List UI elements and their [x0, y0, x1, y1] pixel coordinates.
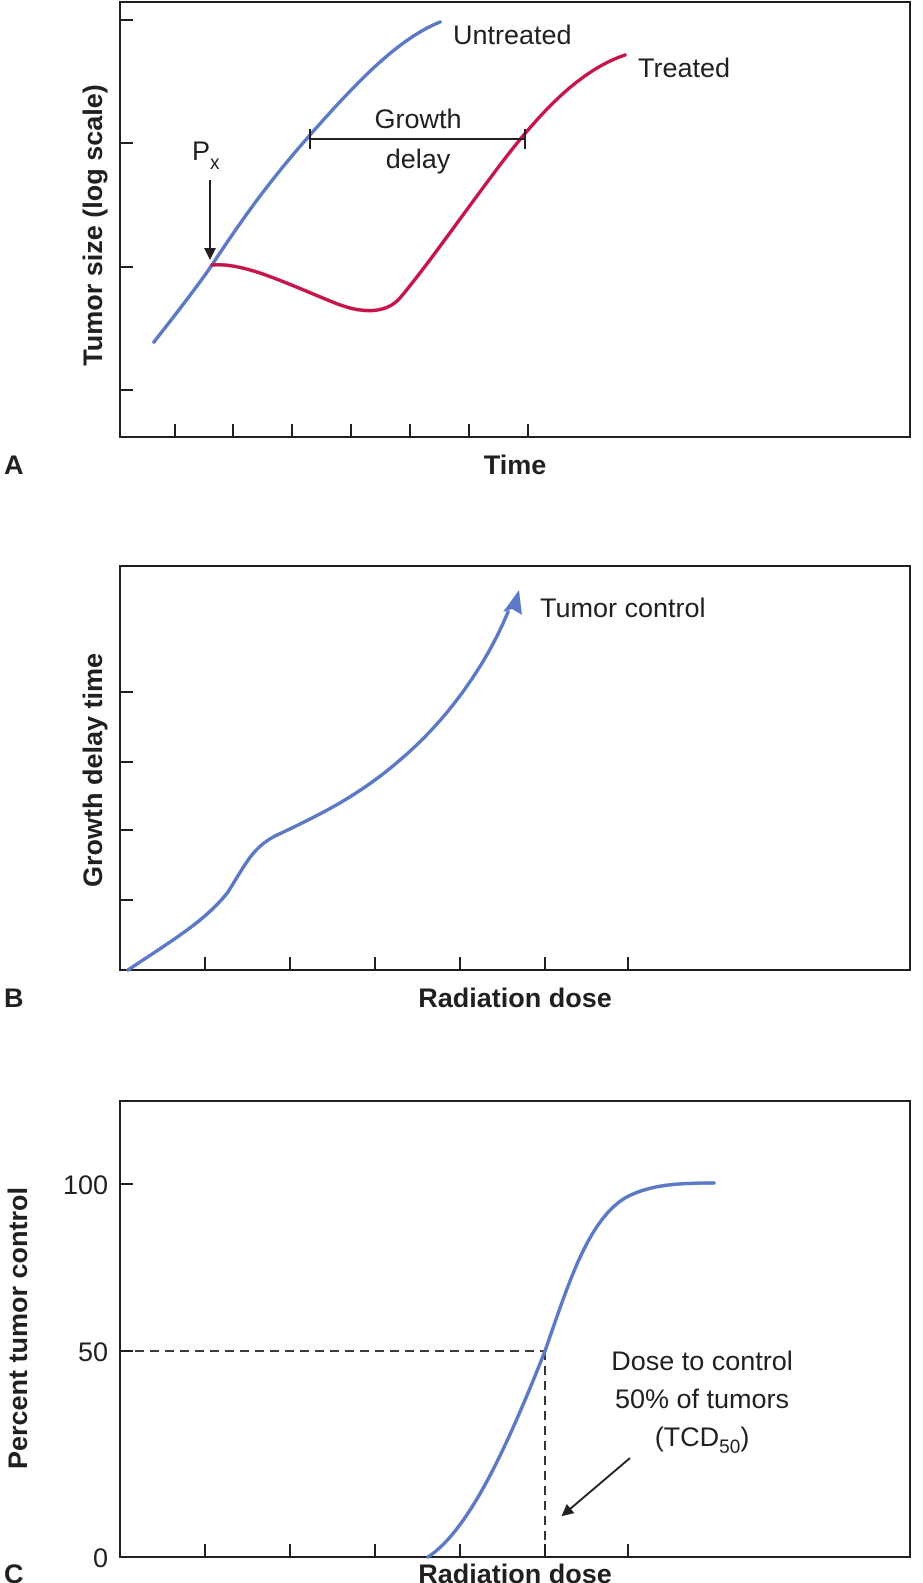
- growth-delay-label-1: Growth: [374, 104, 461, 134]
- panel-a-x-label: Time: [484, 450, 547, 480]
- tcd50-arrow: [563, 1458, 630, 1515]
- panel-b-y-label: Growth delay time: [78, 653, 108, 887]
- px-label: Px: [192, 136, 220, 174]
- panel-a-frame: [120, 2, 910, 437]
- figure: Px Growth delay Untreated Treated Time T…: [0, 0, 923, 1583]
- panel-b-letter: B: [4, 983, 24, 1013]
- panel-b: Tumor control Radiation dose Growth dela…: [4, 566, 910, 1013]
- panel-a-x-ticks: [175, 424, 528, 437]
- untreated-curve: [154, 22, 440, 342]
- growth-delay-label-2: delay: [386, 144, 451, 174]
- growth-delay-curve: [128, 612, 508, 970]
- tcd50-label-1: Dose to control: [611, 1346, 793, 1376]
- panel-c: 100 50 0 Dose to control 50% of tumors (…: [3, 1101, 910, 1583]
- y-tick-label-0: 0: [93, 1543, 108, 1573]
- panel-b-x-label: Radiation dose: [418, 983, 612, 1013]
- panel-a: Px Growth delay Untreated Treated Time T…: [4, 2, 910, 480]
- panel-c-x-ticks: [205, 1544, 628, 1557]
- panel-a-y-label: Tumor size (log scale): [78, 84, 108, 366]
- tcd50-label-3: (TCD50): [655, 1422, 750, 1458]
- panel-c-frame: [120, 1101, 910, 1557]
- y-tick-label-100: 100: [63, 1170, 108, 1200]
- tumor-control-label: Tumor control: [540, 593, 706, 623]
- panel-c-x-label: Radiation dose: [418, 1559, 612, 1583]
- treated-curve: [212, 55, 625, 311]
- y-tick-label-50: 50: [78, 1337, 108, 1367]
- panel-b-y-ticks: [120, 692, 133, 900]
- panel-c-y-label: Percent tumor control: [3, 1187, 33, 1469]
- panel-b-x-ticks: [205, 957, 628, 970]
- panel-a-y-ticks: [120, 20, 133, 390]
- tumor-control-arrowhead: [503, 590, 522, 615]
- untreated-label: Untreated: [453, 20, 572, 50]
- panel-b-frame: [120, 566, 910, 970]
- panel-a-letter: A: [4, 450, 24, 480]
- panel-c-y-ticks: [120, 1184, 133, 1351]
- tcd50-label-2: 50% of tumors: [615, 1384, 789, 1414]
- treated-label: Treated: [638, 53, 730, 83]
- panel-c-letter: C: [4, 1559, 24, 1583]
